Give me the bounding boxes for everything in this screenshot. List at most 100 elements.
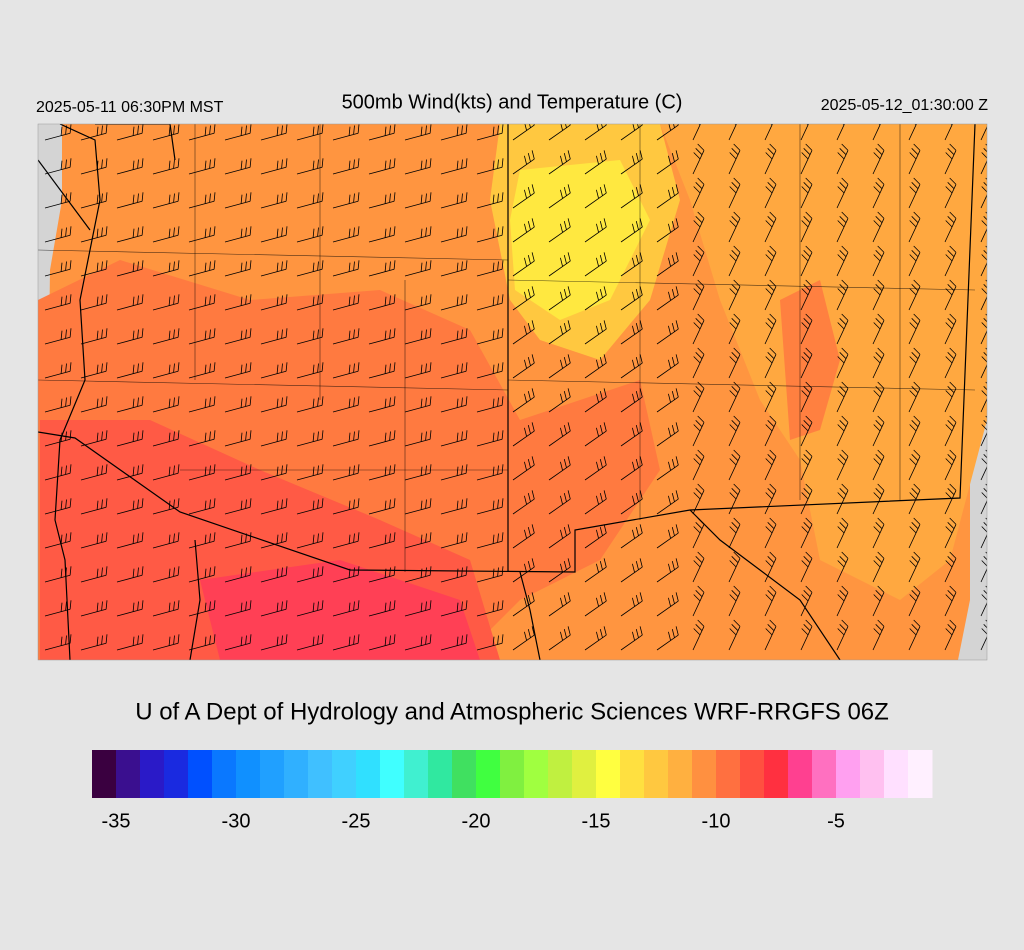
wind-barb (44, 328, 72, 345)
wind-barb (368, 566, 396, 583)
wind-barb (764, 483, 777, 515)
wind-barb (296, 260, 324, 277)
colorbar-swatch (668, 750, 693, 798)
wind-barb (620, 184, 643, 209)
wind-barb (440, 464, 468, 481)
wind-barb (584, 558, 607, 583)
wind-barb (548, 218, 571, 243)
wind-barb (80, 328, 108, 345)
wind-barb (152, 430, 180, 447)
wind-barb (908, 483, 921, 515)
wind-barb (728, 177, 741, 209)
wind-barb (656, 422, 679, 447)
wind-barb (224, 328, 252, 345)
wind-barb (224, 396, 252, 413)
wind-barb (152, 566, 180, 583)
colorbar-swatch (860, 750, 885, 798)
wind-barb (836, 124, 845, 141)
wind-barb (692, 619, 705, 651)
wind-barb (224, 192, 252, 209)
wind-barb (944, 381, 957, 413)
wind-barb (944, 245, 957, 277)
map-frame (37, 123, 988, 661)
wind-barb (80, 566, 108, 583)
wind-barb (404, 294, 432, 311)
wind-barb (332, 396, 360, 413)
wind-barb (620, 524, 643, 549)
wind-barb (152, 260, 180, 277)
wind-barb (368, 294, 396, 311)
wind-barb (404, 600, 432, 617)
wind-barb (980, 415, 987, 447)
wind-barb (944, 143, 957, 175)
colorbar-swatch (212, 750, 237, 798)
wind-barb (800, 585, 813, 617)
wind-barb (152, 634, 180, 651)
wind-barb (620, 592, 643, 617)
colorbar-tick-label: -20 (462, 810, 491, 832)
wind-barb (548, 252, 571, 277)
wind-barb (188, 532, 216, 549)
temp-field-deep (200, 560, 480, 660)
wind-barb (584, 252, 607, 277)
wind-barb (80, 362, 108, 379)
wind-barb (692, 517, 705, 549)
wind-barb (728, 449, 741, 481)
wind-barb (872, 619, 885, 651)
wind-barb (692, 313, 705, 345)
wind-barb (80, 124, 108, 141)
wind-barb (548, 490, 571, 515)
wind-barb (44, 430, 72, 447)
wind-barb (584, 490, 607, 515)
wind-barb (44, 226, 72, 243)
wind-barb (764, 245, 777, 277)
colorbar-swatch (884, 750, 909, 798)
wind-barb (548, 124, 571, 141)
wind-barb (584, 388, 607, 413)
wind-barb (548, 388, 571, 413)
wind-barb (260, 600, 288, 617)
wind-barb (224, 498, 252, 515)
wind-barb (296, 498, 324, 515)
wind-barb (116, 260, 144, 277)
wind-barb (116, 124, 144, 141)
wind-barb (440, 634, 468, 651)
wind-barb (980, 245, 987, 277)
wind-barb (44, 464, 72, 481)
wind-barb (980, 124, 987, 141)
wind-barb (332, 498, 360, 515)
wind-barb (692, 177, 705, 209)
wind-barb (476, 532, 504, 549)
wind-barb (152, 396, 180, 413)
wind-barb (836, 211, 849, 243)
wind-barb (260, 294, 288, 311)
wind-barb (512, 252, 535, 277)
wind-barb (656, 320, 679, 345)
wind-barb (260, 260, 288, 277)
wind-barb (800, 279, 813, 311)
wind-barb (656, 286, 679, 311)
wind-barb (872, 483, 885, 515)
wind-barb (296, 192, 324, 209)
wind-barb (476, 600, 504, 617)
wind-barb (512, 422, 535, 447)
wind-barb (188, 566, 216, 583)
wind-barb (512, 524, 535, 549)
wind-barb (80, 226, 108, 243)
wind-barb (836, 619, 849, 651)
colorbar: -35 -30 -25 -20 -15 -10 -5 (92, 750, 933, 832)
wind-barb (764, 347, 777, 379)
wind-barb (188, 294, 216, 311)
wind-barb (620, 124, 643, 141)
wind-barb (908, 347, 921, 379)
map-area (38, 124, 987, 660)
wind-barb (332, 634, 360, 651)
colorbar-swatch (620, 750, 645, 798)
wind-barb (692, 124, 701, 141)
temp-field-cold (510, 160, 650, 320)
wind-barb (368, 260, 396, 277)
wind-barb (188, 124, 216, 141)
wind-barb (584, 124, 607, 141)
wind-barb (908, 619, 921, 651)
